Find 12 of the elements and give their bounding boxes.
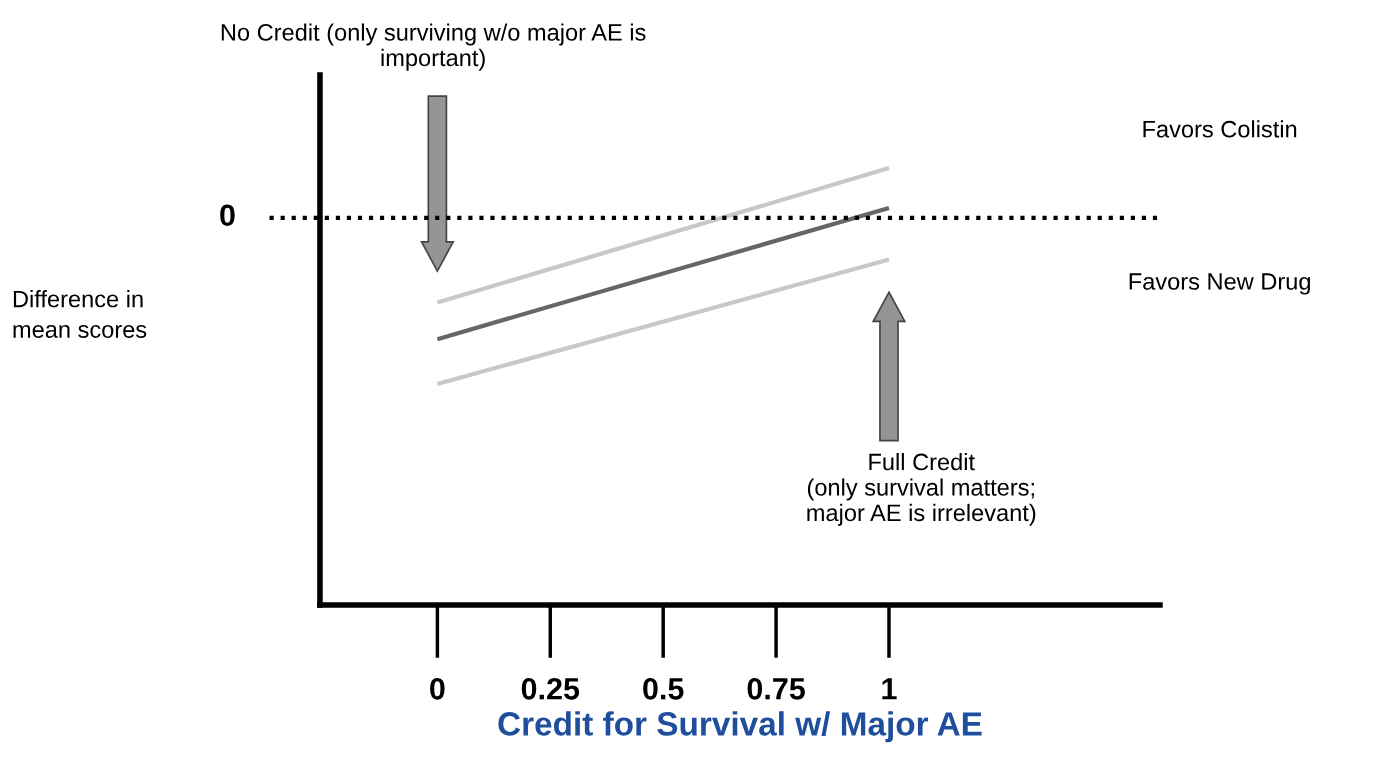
ref-line-label: 0 xyxy=(220,204,235,227)
annotation: Favors New Drug xyxy=(1129,273,1310,295)
text: No Credit (only surviving w/o major AE is important) xyxy=(221,23,646,71)
x-tick-label: 0.5 xyxy=(643,677,684,700)
x-tick-label: 0.25 xyxy=(521,677,580,700)
x-tick-label: 1 xyxy=(882,678,897,700)
x-axis-title: Credit for Survival w/ Major AE xyxy=(498,711,982,743)
text: Difference in mean scores xyxy=(13,290,147,338)
x-tick-label: 0 xyxy=(430,677,445,700)
text: Full Credit (only survival matters; major AE is irrelevant) xyxy=(807,452,1036,526)
x-tick-label: 0.75 xyxy=(747,677,805,700)
text: Favors Colistin xyxy=(1143,120,1297,138)
